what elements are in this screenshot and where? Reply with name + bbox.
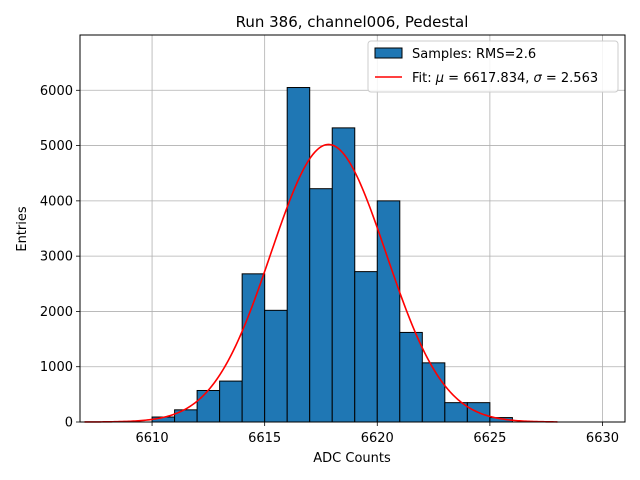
histogram-bar: [376, 200, 401, 423]
histogram-bar: [174, 409, 198, 423]
legend-fit-sigma-symbol: σ: [534, 71, 543, 86]
histogram-bar: [309, 188, 333, 423]
histogram-bar: [421, 362, 446, 423]
y-axis-label: Entries: [15, 206, 30, 252]
y-tick-label: 5000: [40, 139, 73, 154]
histogram-bar: [219, 380, 243, 423]
histogram-bar: [444, 402, 468, 423]
histogram-bar: [286, 87, 311, 423]
x-tick-label: 6610: [136, 431, 169, 446]
x-tick-label: 6625: [473, 431, 506, 446]
histogram-bar: [264, 309, 288, 423]
legend-fit-mu-value: = 6617.834,: [444, 71, 533, 86]
legend-fit-mu-symbol: μ: [435, 71, 444, 86]
histogram-bar: [399, 331, 423, 423]
x-tick-label: 6615: [248, 431, 281, 446]
histogram-bar: [241, 273, 266, 423]
legend-histogram-label: Samples: RMS=2.6: [412, 47, 536, 62]
legend-fit-sigma-value: = 2.563: [542, 71, 598, 86]
y-tick-label: 2000: [40, 305, 73, 320]
y-tick-label: 6000: [40, 84, 73, 99]
y-tick-label: 1000: [40, 360, 73, 375]
y-tick-label: 4000: [40, 194, 73, 209]
histogram-bar: [331, 127, 356, 423]
x-tick-label: 6620: [361, 431, 394, 446]
legend-histogram-swatch: [374, 47, 403, 59]
y-tick-label: 3000: [40, 250, 73, 265]
histogram-bar: [196, 389, 221, 423]
histogram-bars: [151, 87, 513, 423]
x-axis-label: ADC Counts: [313, 451, 391, 466]
legend-box: [367, 40, 619, 93]
gaussian-fit-line: [84, 143, 558, 423]
legend: Samples: RMS=2.6 Fit: μ = 6617.834, σ = …: [367, 40, 619, 93]
chart-title: Run 386, channel006, Pedestal: [236, 13, 469, 31]
plot-frame: [79, 34, 626, 423]
legend-fit-prefix: Fit:: [412, 71, 436, 86]
legend-fit-label: Fit: μ = 6617.834, σ = 2.563: [412, 71, 598, 86]
x-tick-label: 6630: [586, 431, 619, 446]
histogram-bar: [354, 271, 378, 423]
x-axis-ticks: 6610 6615 6620 6625 6630: [136, 422, 619, 446]
y-axis-ticks: 0 1000 2000 3000 4000 5000 6000: [40, 84, 80, 431]
y-tick-label: 0: [65, 416, 73, 431]
